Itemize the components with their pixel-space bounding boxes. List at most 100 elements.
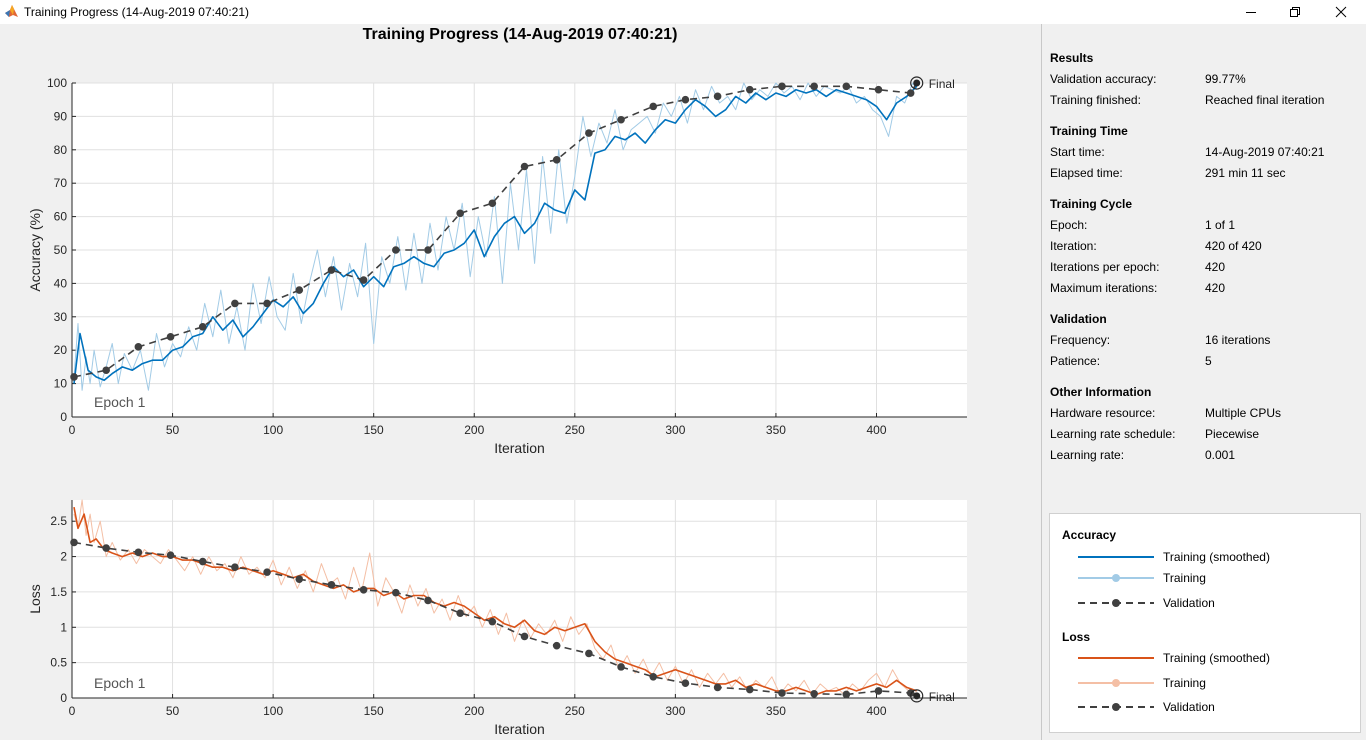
window-titlebar: Training Progress (14-Aug-2019 07:40:21) bbox=[0, 0, 1366, 24]
accuracy-validation-point bbox=[649, 102, 658, 111]
accuracy-validation-point bbox=[166, 333, 175, 341]
accuracy-ytick-label: 90 bbox=[54, 109, 68, 123]
loss-xtick-label: 400 bbox=[866, 704, 886, 718]
loss-ylabel: Loss bbox=[27, 584, 43, 614]
accuracy-validation-point bbox=[906, 89, 915, 97]
minimize-button[interactable] bbox=[1228, 0, 1274, 24]
loss-xtick-label: 50 bbox=[166, 704, 180, 718]
accuracy-validation-point bbox=[874, 85, 883, 94]
learning-rate-label: Learning rate: bbox=[1050, 448, 1125, 462]
accuracy-validation-point bbox=[713, 92, 722, 101]
accuracy-ytick-label: 80 bbox=[54, 143, 68, 157]
maximum-iterations-value: 420 bbox=[1205, 281, 1226, 295]
loss-validation-point bbox=[520, 632, 529, 641]
legend-acc-validation-label: Validation bbox=[1163, 596, 1215, 610]
loss-xtick-label: 0 bbox=[69, 704, 76, 718]
accuracy-xtick-label: 150 bbox=[364, 423, 384, 437]
loss-validation-point bbox=[134, 548, 143, 557]
loss-validation-point bbox=[842, 690, 851, 699]
figure-title: Training Progress (14-Aug-2019 07:40:21) bbox=[362, 26, 678, 43]
elapsed-time-value: 291 min 11 sec bbox=[1205, 166, 1286, 180]
accuracy-ytick-label: 10 bbox=[54, 377, 68, 391]
accuracy-validation-point bbox=[810, 82, 818, 91]
loss-final-marker-ring bbox=[910, 689, 924, 703]
patience-value: 5 bbox=[1205, 354, 1212, 368]
legend-acc-validation-swatch bbox=[1078, 599, 1154, 607]
loss-xtick-label: 300 bbox=[665, 704, 685, 718]
loss-xtick-label: 150 bbox=[364, 704, 384, 718]
frequency-label: Frequency: bbox=[1050, 333, 1111, 347]
accuracy-validation-point bbox=[134, 343, 143, 351]
accuracy-validation-point bbox=[552, 156, 561, 164]
training-finished-label: Training finished: bbox=[1050, 93, 1141, 107]
accuracy-validation-point bbox=[617, 115, 625, 124]
accuracy-validation-point bbox=[681, 95, 690, 104]
frequency-value: 16 iterations bbox=[1205, 333, 1271, 347]
loss-validation-point bbox=[327, 581, 336, 589]
loss-series-training bbox=[73, 499, 917, 695]
plots-panel: Training Progress (14-Aug-2019 07:40:21)… bbox=[0, 24, 1040, 740]
iterations-per-epoch-label: Iterations per epoch: bbox=[1050, 260, 1160, 274]
legend-acc-training-swatch bbox=[1078, 574, 1154, 582]
loss-final-label: Final bbox=[929, 690, 955, 704]
epoch-label: Epoch: bbox=[1050, 218, 1088, 232]
accuracy-ytick-label: 50 bbox=[54, 243, 68, 257]
loss-validation-point bbox=[231, 563, 239, 571]
loss-ytick-label: 2.5 bbox=[50, 514, 67, 528]
hardware-resource-label: Hardware resource: bbox=[1050, 406, 1156, 420]
accuracy-xtick-label: 250 bbox=[565, 423, 585, 437]
accuracy-ytick-label: 60 bbox=[54, 210, 68, 224]
accuracy-xtick-label: 0 bbox=[69, 423, 76, 437]
loss-validation-point bbox=[649, 672, 658, 681]
legend-loss-title: Loss bbox=[1062, 630, 1091, 644]
legend-acc-smoothed-swatch bbox=[1078, 556, 1154, 558]
legend-loss-validation-swatch bbox=[1078, 703, 1154, 711]
other-information-title: Other Information bbox=[1050, 385, 1152, 399]
loss-ytick-label: 0.5 bbox=[50, 656, 67, 670]
loss-validation-point bbox=[488, 617, 497, 626]
accuracy-validation-point bbox=[102, 366, 110, 375]
accuracy-validation-point bbox=[263, 299, 271, 308]
loss-series-validation bbox=[73, 541, 918, 697]
accuracy-final-label: Final bbox=[929, 77, 955, 91]
accuracy-epoch-label: Epoch 1 bbox=[94, 394, 146, 410]
results-title: Results bbox=[1050, 51, 1094, 65]
accuracy-xtick-label: 300 bbox=[665, 423, 685, 437]
learning-rate-schedule-label: Learning rate schedule: bbox=[1050, 427, 1176, 441]
loss-validation-point bbox=[810, 689, 818, 698]
legend: Accuracy Training (smoothed) Training Va… bbox=[1049, 513, 1361, 733]
accuracy-validation-point bbox=[231, 299, 239, 308]
training-cycle-title: Training Cycle bbox=[1050, 197, 1133, 211]
iterations-per-epoch-value: 420 bbox=[1205, 260, 1226, 274]
loss-final-marker bbox=[913, 692, 921, 700]
loss-validation-point bbox=[295, 575, 304, 583]
loss-ytick-label: 0 bbox=[60, 691, 67, 705]
loss-validation-point bbox=[424, 596, 432, 605]
close-icon bbox=[1335, 6, 1347, 18]
training-finished-value: Reached final iteration bbox=[1205, 93, 1325, 107]
minimize-icon bbox=[1245, 6, 1257, 18]
accuracy-ytick-label: 20 bbox=[54, 343, 68, 357]
start-time-label: Start time: bbox=[1050, 145, 1105, 159]
loss-validation-point bbox=[263, 568, 271, 576]
accuracy-ytick-label: 0 bbox=[60, 410, 67, 424]
loss-ytick-label: 2 bbox=[60, 550, 67, 564]
accuracy-ylabel: Accuracy (%) bbox=[27, 208, 43, 291]
maximize-button[interactable] bbox=[1272, 0, 1318, 24]
loss-validation-point bbox=[617, 663, 625, 671]
legend-loss-validation-label: Validation bbox=[1163, 700, 1215, 714]
legend-acc-training-label: Training bbox=[1163, 571, 1206, 585]
loss-xtick-label: 250 bbox=[565, 704, 585, 718]
loss-validation-point bbox=[198, 557, 207, 566]
accuracy-validation-point bbox=[70, 373, 78, 381]
legend-loss-training-label: Training bbox=[1163, 676, 1206, 690]
loss-validation-point bbox=[102, 544, 110, 552]
loss-xlabel: Iteration bbox=[494, 721, 545, 737]
legend-loss-training-swatch bbox=[1078, 679, 1154, 687]
iteration-label: Iteration: bbox=[1050, 239, 1097, 253]
accuracy-validation-point bbox=[327, 266, 336, 274]
accuracy-xtick-label: 50 bbox=[166, 423, 180, 437]
loss-ytick-label: 1 bbox=[60, 620, 67, 634]
matlab-icon bbox=[4, 4, 19, 19]
close-button[interactable] bbox=[1318, 0, 1364, 24]
